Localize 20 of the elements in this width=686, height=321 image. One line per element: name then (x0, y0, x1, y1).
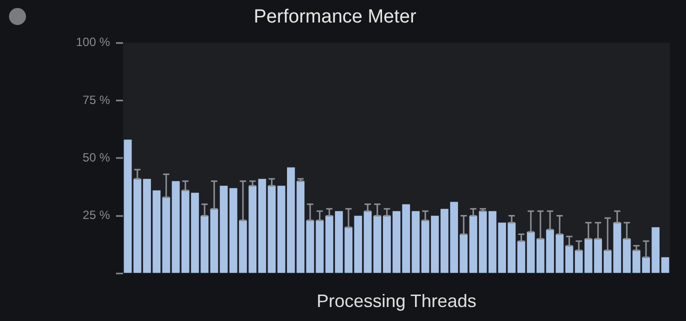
bar (412, 211, 420, 273)
bar (316, 220, 324, 273)
bar (124, 140, 132, 273)
bar (268, 186, 276, 273)
y-tick-label: 100 % (76, 35, 110, 50)
bar (613, 222, 622, 273)
bar (517, 241, 526, 273)
y-tick-label: 25 % (82, 208, 110, 222)
y-tick-label: 50 % (82, 150, 110, 164)
bar (172, 181, 180, 273)
y-tick-label: 75 % (82, 92, 110, 107)
bar (421, 220, 430, 273)
bar (565, 246, 574, 273)
bar (373, 216, 382, 273)
bar (364, 211, 372, 273)
chart-title: Performance Meter (254, 6, 417, 28)
bar (661, 257, 670, 273)
bar (469, 216, 478, 273)
x-axis-title: Processing Threads (316, 291, 476, 312)
bar (220, 186, 228, 273)
